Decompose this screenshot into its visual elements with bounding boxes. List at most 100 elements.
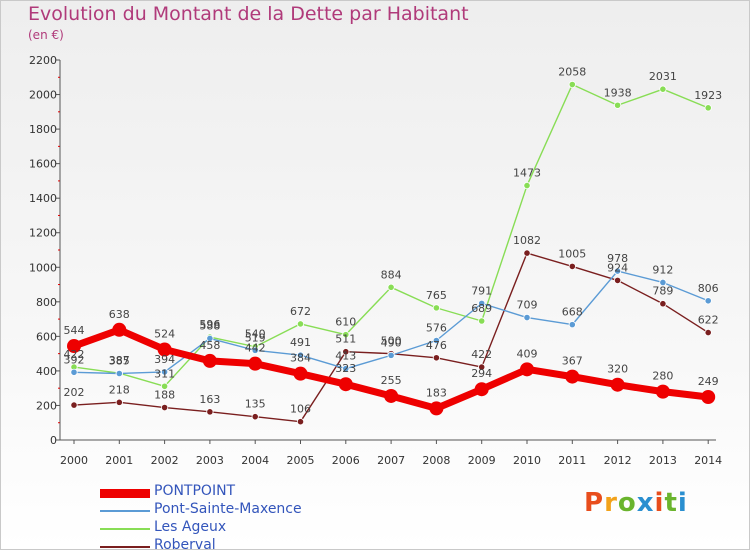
data-point <box>432 304 440 312</box>
data-label: 500 <box>381 335 402 348</box>
x-tick-label: 2007 <box>377 454 405 467</box>
data-label: 218 <box>109 383 130 396</box>
data-point <box>161 403 169 412</box>
legend-swatch-pontpoint <box>100 488 150 498</box>
data-point <box>478 299 486 307</box>
data-point <box>248 356 263 371</box>
data-label: 1005 <box>558 247 586 260</box>
data-point <box>251 346 259 354</box>
legend-label-pontpoint: PONTPOINT <box>154 483 236 499</box>
data-point <box>701 389 716 404</box>
data-point <box>704 328 712 337</box>
data-label: 596 <box>199 318 220 331</box>
data-point <box>523 249 531 257</box>
data-point <box>387 351 395 359</box>
data-label: 610 <box>335 316 356 329</box>
data-point <box>70 401 78 409</box>
data-label: 638 <box>109 308 130 321</box>
data-point <box>478 363 486 371</box>
data-label: 442 <box>245 342 266 355</box>
data-label: 806 <box>698 282 719 295</box>
data-label: 323 <box>335 362 356 375</box>
data-point <box>432 354 440 362</box>
data-label: 491 <box>290 336 311 349</box>
data-label: 409 <box>517 347 538 360</box>
data-label: 490 <box>381 336 402 349</box>
data-point <box>655 384 670 399</box>
data-label: 622 <box>698 314 719 327</box>
data-label: 2031 <box>649 70 677 83</box>
y-tick-label: 400 <box>36 365 57 378</box>
data-label: 791 <box>471 284 492 297</box>
data-point <box>659 85 667 93</box>
logo-letter: t <box>664 488 678 518</box>
data-label: 280 <box>652 370 673 383</box>
x-tick-label: 2005 <box>287 454 315 467</box>
data-label: 106 <box>290 403 311 416</box>
data-label: 689 <box>471 302 492 315</box>
data-label: 519 <box>245 331 266 344</box>
data-point <box>112 322 127 337</box>
x-tick-label: 2014 <box>694 454 722 467</box>
data-label: 2058 <box>558 66 586 79</box>
data-label: 294 <box>471 367 492 380</box>
data-label: 183 <box>426 386 447 399</box>
logo-letter: P <box>584 488 605 518</box>
data-point <box>67 339 81 354</box>
data-point <box>296 418 305 426</box>
chart-title: Evolution du Montant de la Dette par Hab… <box>28 3 469 25</box>
data-point <box>659 278 667 287</box>
data-point <box>568 321 576 329</box>
data-point <box>659 300 667 308</box>
data-point <box>613 276 622 284</box>
data-label: 576 <box>426 322 447 335</box>
logo-letter: i <box>677 488 688 518</box>
data-label: 1938 <box>604 86 632 99</box>
data-label: 1473 <box>513 167 541 180</box>
x-tick-label: 2008 <box>422 454 450 467</box>
data-point <box>70 368 78 376</box>
y-tick-label: 1200 <box>29 227 57 240</box>
data-point <box>161 382 169 390</box>
y-tick-label: 2000 <box>29 89 57 102</box>
data-point <box>161 368 169 376</box>
data-label: 668 <box>562 306 583 319</box>
legend-label-roberval: Roberval <box>154 537 216 553</box>
data-point <box>342 331 350 339</box>
x-tick-label: 2003 <box>196 454 224 467</box>
data-point <box>338 377 353 392</box>
data-point <box>206 334 214 343</box>
data-point <box>296 320 305 328</box>
logo-letter: r <box>604 488 618 518</box>
data-label: 249 <box>698 375 719 388</box>
y-tick-label: 1000 <box>29 261 57 274</box>
data-label: 367 <box>562 355 583 368</box>
data-point <box>610 377 625 392</box>
data-label: 255 <box>381 374 402 387</box>
x-tick-label: 2011 <box>558 454 586 467</box>
x-tick-label: 2000 <box>60 454 88 467</box>
y-tick-label: 1600 <box>29 158 57 171</box>
data-label: 884 <box>381 268 402 281</box>
data-label: 924 <box>607 261 628 274</box>
data-point <box>613 101 622 109</box>
y-tick-label: 800 <box>36 296 57 309</box>
data-point <box>251 413 259 421</box>
data-label: 135 <box>245 398 266 411</box>
data-point <box>342 348 350 356</box>
data-point <box>432 336 440 345</box>
data-point <box>115 398 123 406</box>
data-label: 392 <box>64 353 85 366</box>
data-point <box>387 283 395 291</box>
data-label: 765 <box>426 289 447 302</box>
data-label: 978 <box>607 252 628 265</box>
data-label: 385 <box>109 355 130 368</box>
legend-label-pont-sainte-maxence: Pont-Sainte-Maxence <box>154 501 302 517</box>
data-label: 789 <box>652 285 673 298</box>
data-label: 413 <box>335 350 356 363</box>
x-tick-label: 2013 <box>649 454 677 467</box>
data-point <box>206 408 214 416</box>
legend-label-les-ageux: Les Ageux <box>154 519 227 535</box>
proxiti-logo: Proxiti <box>584 488 688 518</box>
data-label: 1923 <box>694 89 722 102</box>
